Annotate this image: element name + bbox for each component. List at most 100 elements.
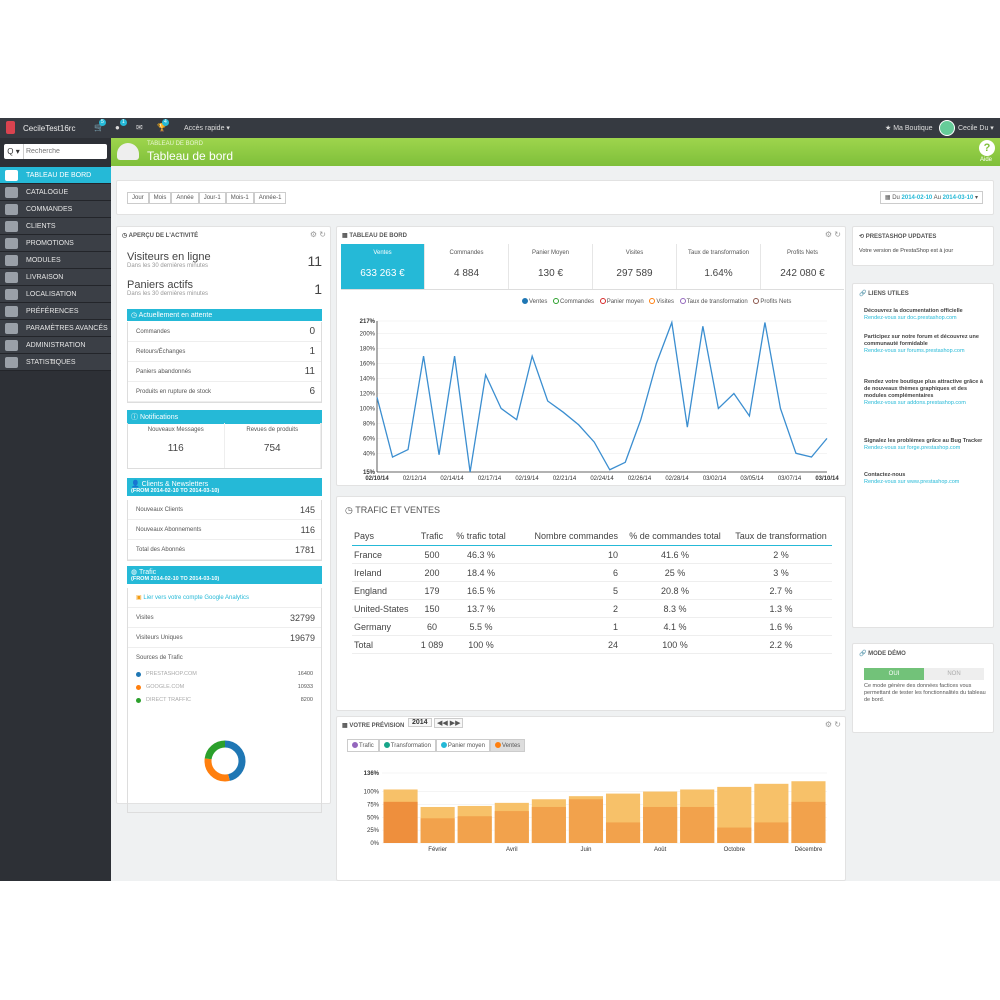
sidebar-item-statistics[interactable]: STATISTIQUES [0,354,111,371]
link-url[interactable]: Rendez-vous sur addons.prestashop.com [864,400,966,406]
trophy-icon[interactable]: 🏆 4 [157,119,169,132]
tab-average-cart[interactable]: Panier moyen [435,739,490,752]
table-cell: 8.3 % [620,599,730,618]
list-item[interactable]: Visites 32799 [128,608,321,628]
user-menu[interactable]: Cecile Du ▾ [958,125,994,132]
refresh-icon[interactable]: ↻ [319,230,326,239]
link-title: Contactez-nous [864,472,906,478]
legend-item[interactable]: Taux de transformation [679,298,750,305]
demo-mode-toggle[interactable]: OUI NON [864,668,984,680]
link-block[interactable]: Participez sur notre forum et découvrez … [864,334,989,355]
forecast-year[interactable]: 2014 [408,718,432,727]
period-prev-day-button[interactable]: Jour-1 [198,192,226,204]
source-row[interactable]: GOOGLE.COM 10933 [128,681,321,694]
help-icon[interactable]: ? [979,140,995,156]
link-url[interactable]: Rendez-vous sur www.prestashop.com [864,479,960,485]
my-shop-link[interactable]: ★ Ma Boutique [885,125,933,132]
tab-traffic[interactable]: Trafic [347,739,379,752]
settings-icon[interactable]: ⚙ [824,720,833,729]
link-url[interactable]: Rendez-vous sur forge.prestashop.com [864,445,961,451]
list-item[interactable]: Nouveaux Clients 145 [128,500,321,520]
kpi-net-profit[interactable]: Profits Nets 242 080 € [761,244,844,289]
sidebar-item-preferences[interactable]: PRÉFÉRENCES [0,303,111,320]
google-analytics-link[interactable]: ▣ Lier vers votre compte Google Analytic… [128,588,321,608]
globe-icon: ◍ [131,569,139,576]
period-month-button[interactable]: Mois [148,192,172,204]
collapse-menu-icon[interactable]: ≡ [50,357,56,367]
row-label: Sources de Trafic [136,655,183,661]
kpi-average-cart[interactable]: Panier Moyen 130 € [509,244,593,289]
sidebar-item-promotions[interactable]: PROMOTIONS [0,235,111,252]
date-range-picker[interactable]: ▦ Du 2014-02-10 Au 2014-03-10 ▾ [879,191,983,204]
kpi-visits[interactable]: Visites 297 589 [593,244,677,289]
sidebar-item-shipping[interactable]: LIVRAISON [0,269,111,286]
period-year-button[interactable]: Année [171,192,199,204]
legend-item[interactable]: Panier moyen [599,298,646,305]
link-block[interactable]: Rendez votre boutique plus attractive gr… [864,379,989,407]
new-messages[interactable]: Nouveaux Messages 116 [128,423,225,468]
reviews-label: Revues de produits [246,427,299,433]
legend-item[interactable]: Commandes [553,298,596,305]
tab-conversion[interactable]: Transformation [378,739,436,752]
kpi-orders[interactable]: Commandes 4 884 [425,244,509,289]
kpi-conversion[interactable]: Taux de transformation 1.64% [677,244,761,289]
link-url[interactable]: Rendez-vous sur forums.prestashop.com [864,348,965,354]
settings-icon[interactable]: ⚙ [824,230,833,239]
list-item[interactable]: Paniers abandonnés 11 [128,362,321,382]
refresh-icon[interactable]: ↻ [834,720,841,729]
search-input[interactable] [26,146,104,157]
breadcrumb[interactable]: TABLEAU DE BORD [147,141,203,147]
link-block[interactable]: Signalez les problèmes grâce au Bug Trac… [864,438,989,452]
pending-header[interactable]: ◷ Actuellement en attente [127,309,322,321]
traffic-header[interactable]: ◍ Trafic (FROM 2014-02-10 TO 2014-03-10) [127,566,322,584]
list-item[interactable]: Visiteurs Uniques 19679 [128,628,321,648]
legend-item[interactable]: Ventes [522,298,549,305]
list-item[interactable]: Retours/Échanges 1 [128,342,321,362]
message-icon[interactable]: ✉ [136,123,143,132]
list-item[interactable]: Commandes 0 [128,322,321,342]
kpi-value: 1.64% [704,268,733,279]
row-value: 145 [299,505,315,515]
shop-name[interactable]: CecileTest16rc [23,124,76,133]
toggle-off[interactable]: NON [924,668,984,680]
product-reviews[interactable]: Revues de produits 754 [225,423,321,468]
kpi-sales[interactable]: Ventes 633 263 € [341,244,425,289]
period-prev-year-button[interactable]: Année-1 [253,192,287,204]
period-day-button[interactable]: Jour [127,192,149,204]
avatar[interactable] [939,120,955,136]
period-prev-month-button[interactable]: Mois-1 [225,192,254,204]
sidebar-item-orders[interactable]: COMMANDES [0,201,111,218]
table-header-row: Pays Trafic % trafic total Nombre comman… [352,527,832,546]
link-block[interactable]: Contactez-nous Rendez-vous sur www.presta… [864,472,989,486]
sidebar-item-administration[interactable]: ADMINISTRATION [0,337,111,354]
tab-sales[interactable]: Ventes [489,739,526,752]
table-cell: 20.8 % [620,581,730,600]
list-item[interactable]: Total des Abonnés 1781 [128,540,321,560]
list-item[interactable]: Produits en rupture de stock 6 [128,382,321,402]
sidebar-item-advanced-parameters[interactable]: PARAMÈTRES AVANCÉS [0,320,111,337]
quick-access-menu[interactable]: Accès rapide ▾ [184,125,230,132]
cart-icon[interactable]: 🛒 5 [94,119,106,132]
sidebar-item-localization[interactable]: LOCALISATION [0,286,111,303]
legend-item[interactable]: Visites [649,298,676,305]
legend-item[interactable]: Profits Nets [753,298,793,305]
search-icon[interactable]: Q ▾ [4,144,24,159]
list-item[interactable]: Nouveaux Abonnements 116 [128,520,321,540]
clients-header[interactable]: 👤 Clients & Newsletters (FROM 2014-02-10 … [127,478,322,496]
sidebar-item-modules[interactable]: MODULES [0,252,111,269]
source-row[interactable]: DIRECT TRAFFIC 8200 [128,694,321,707]
sidebar-item-customers[interactable]: CLIENTS [0,218,111,235]
refresh-icon[interactable]: ↻ [834,230,841,239]
source-row[interactable]: PRESTASHOP.COM 16400 [128,668,321,681]
link-url[interactable]: Rendez-vous sur doc.prestashop.com [864,315,957,321]
toggle-on[interactable]: OUI [864,668,924,680]
link-block[interactable]: Découvrez la documentation officielle Ren… [864,308,989,322]
notifications-header[interactable]: ⓘ Notifications [127,410,322,424]
help-label[interactable]: Aide [980,157,993,163]
customer-icon[interactable]: ● 1 [115,119,127,132]
sidebar-item-dashboard[interactable]: TABLEAU DE BORD [0,167,111,184]
sidebar-item-catalog[interactable]: CATALOGUE [0,184,111,201]
notifications-title: Notifications [139,414,179,421]
year-navigation[interactable]: ◀◀ ▶▶ [434,718,464,728]
settings-icon[interactable]: ⚙ [309,230,318,239]
